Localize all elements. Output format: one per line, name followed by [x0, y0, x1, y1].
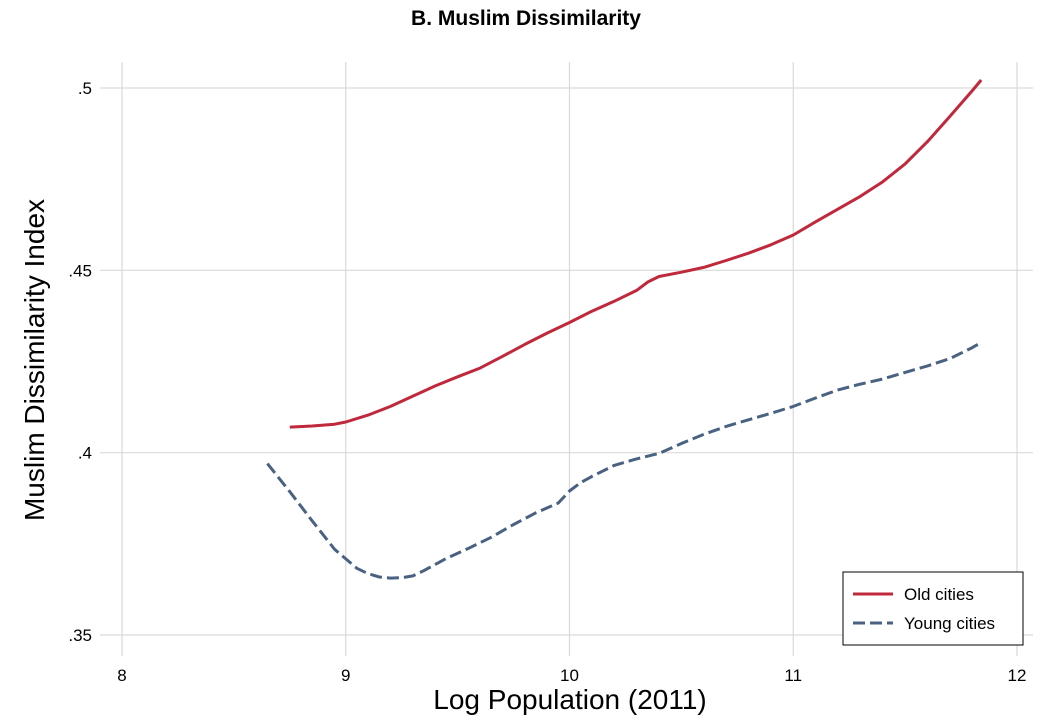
legend-label: Old cities	[904, 585, 974, 604]
y-axis-label: Muslim Dissimilarity Index	[19, 199, 50, 521]
series-line-young-cities	[266, 341, 982, 580]
y-tick-label: .45	[68, 261, 92, 280]
legend: Old cities Young cities	[842, 571, 1024, 646]
legend-label: Young cities	[904, 614, 995, 633]
series-line-old-cities	[289, 79, 983, 429]
y-tick-label: .35	[68, 626, 92, 645]
chart-title: B. Muslim Dissimilarity	[411, 7, 641, 30]
x-tick-label: 12	[1008, 666, 1027, 685]
x-tick-label: 8	[117, 666, 126, 685]
x-tick-label: 9	[341, 666, 350, 685]
y-tick-label: .5	[78, 79, 92, 98]
x-axis-label: Log Population (2011)	[433, 684, 706, 715]
y-tick-label: .4	[78, 444, 92, 463]
series-lines	[266, 79, 983, 580]
legend-box	[842, 571, 1024, 646]
tick-labels: 8 9 10 11 12 .35 .4 .45 .5	[68, 79, 1026, 685]
gridlines	[100, 62, 1033, 656]
x-tick-label: 10	[560, 666, 579, 685]
x-tick-label: 11	[784, 666, 802, 685]
